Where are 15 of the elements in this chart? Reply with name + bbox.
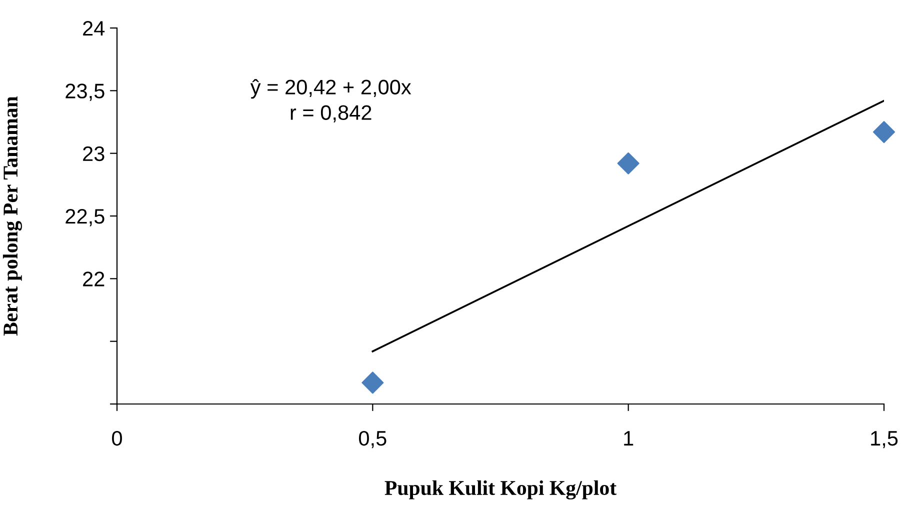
y-axis-title: Berat polong Per Tanaman xyxy=(2,96,22,336)
y-tick-label: 22 xyxy=(83,272,104,286)
point xyxy=(617,152,640,174)
point xyxy=(362,372,384,394)
y-tick-label: 22,5 xyxy=(66,209,104,226)
x-tick-label: 0 xyxy=(112,430,122,446)
y-tick-label: 24 xyxy=(83,21,105,36)
x-axis-title: Pupuk Kulit Kopi Kg/plot xyxy=(384,480,616,500)
point xyxy=(873,121,895,144)
x-tick-label: 1,5 xyxy=(871,431,898,448)
y-tick-label: 23 xyxy=(83,146,104,162)
x-tick-label: 1 xyxy=(624,431,634,446)
x-tick-label: 0,5 xyxy=(359,430,386,448)
annotation: ŷ = 20,42 + 2,00x r = 0,842 xyxy=(250,79,412,122)
y-tick-label: 23,5 xyxy=(66,84,104,101)
